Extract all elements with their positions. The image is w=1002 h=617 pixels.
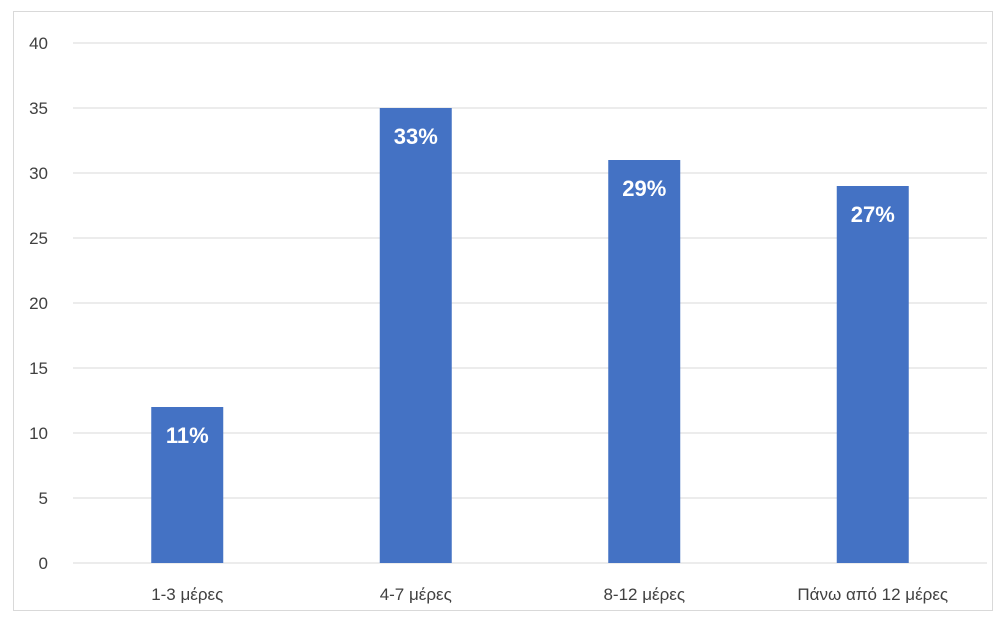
bars <box>151 108 909 563</box>
y-tick-label: 5 <box>39 489 48 508</box>
data-label: 27% <box>851 202 895 227</box>
bar <box>151 407 224 563</box>
y-tick-label: 20 <box>29 294 48 313</box>
bar <box>379 108 452 563</box>
y-tick-label: 40 <box>29 34 48 53</box>
y-tick-label: 30 <box>29 164 48 183</box>
bar <box>608 160 681 563</box>
y-tick-label: 10 <box>29 424 48 443</box>
x-tick-label: 4-7 μέρες <box>380 585 452 604</box>
y-tick-label: 0 <box>39 554 48 573</box>
data-label: 11% <box>166 423 209 448</box>
y-tick-label: 15 <box>29 359 48 378</box>
x-tick-label: 1-3 μέρες <box>151 585 223 604</box>
y-tick-label: 25 <box>29 229 48 248</box>
data-label: 29% <box>622 176 666 201</box>
y-tick-label: 35 <box>29 99 48 118</box>
x-tick-label: Πάνω από 12 μέρες <box>797 585 948 604</box>
data-labels: 11% 33% 29% 27% <box>166 124 895 448</box>
x-tick-label: 8-12 μέρες <box>603 585 685 604</box>
y-axis-ticks: 0 5 10 15 20 25 30 35 40 <box>29 34 48 573</box>
data-label: 33% <box>394 124 438 149</box>
gridlines <box>73 42 987 564</box>
bar <box>836 186 909 563</box>
x-axis-ticks: 1-3 μέρες 4-7 μέρες 8-12 μέρες Πάνω από 12 … <box>151 585 948 604</box>
